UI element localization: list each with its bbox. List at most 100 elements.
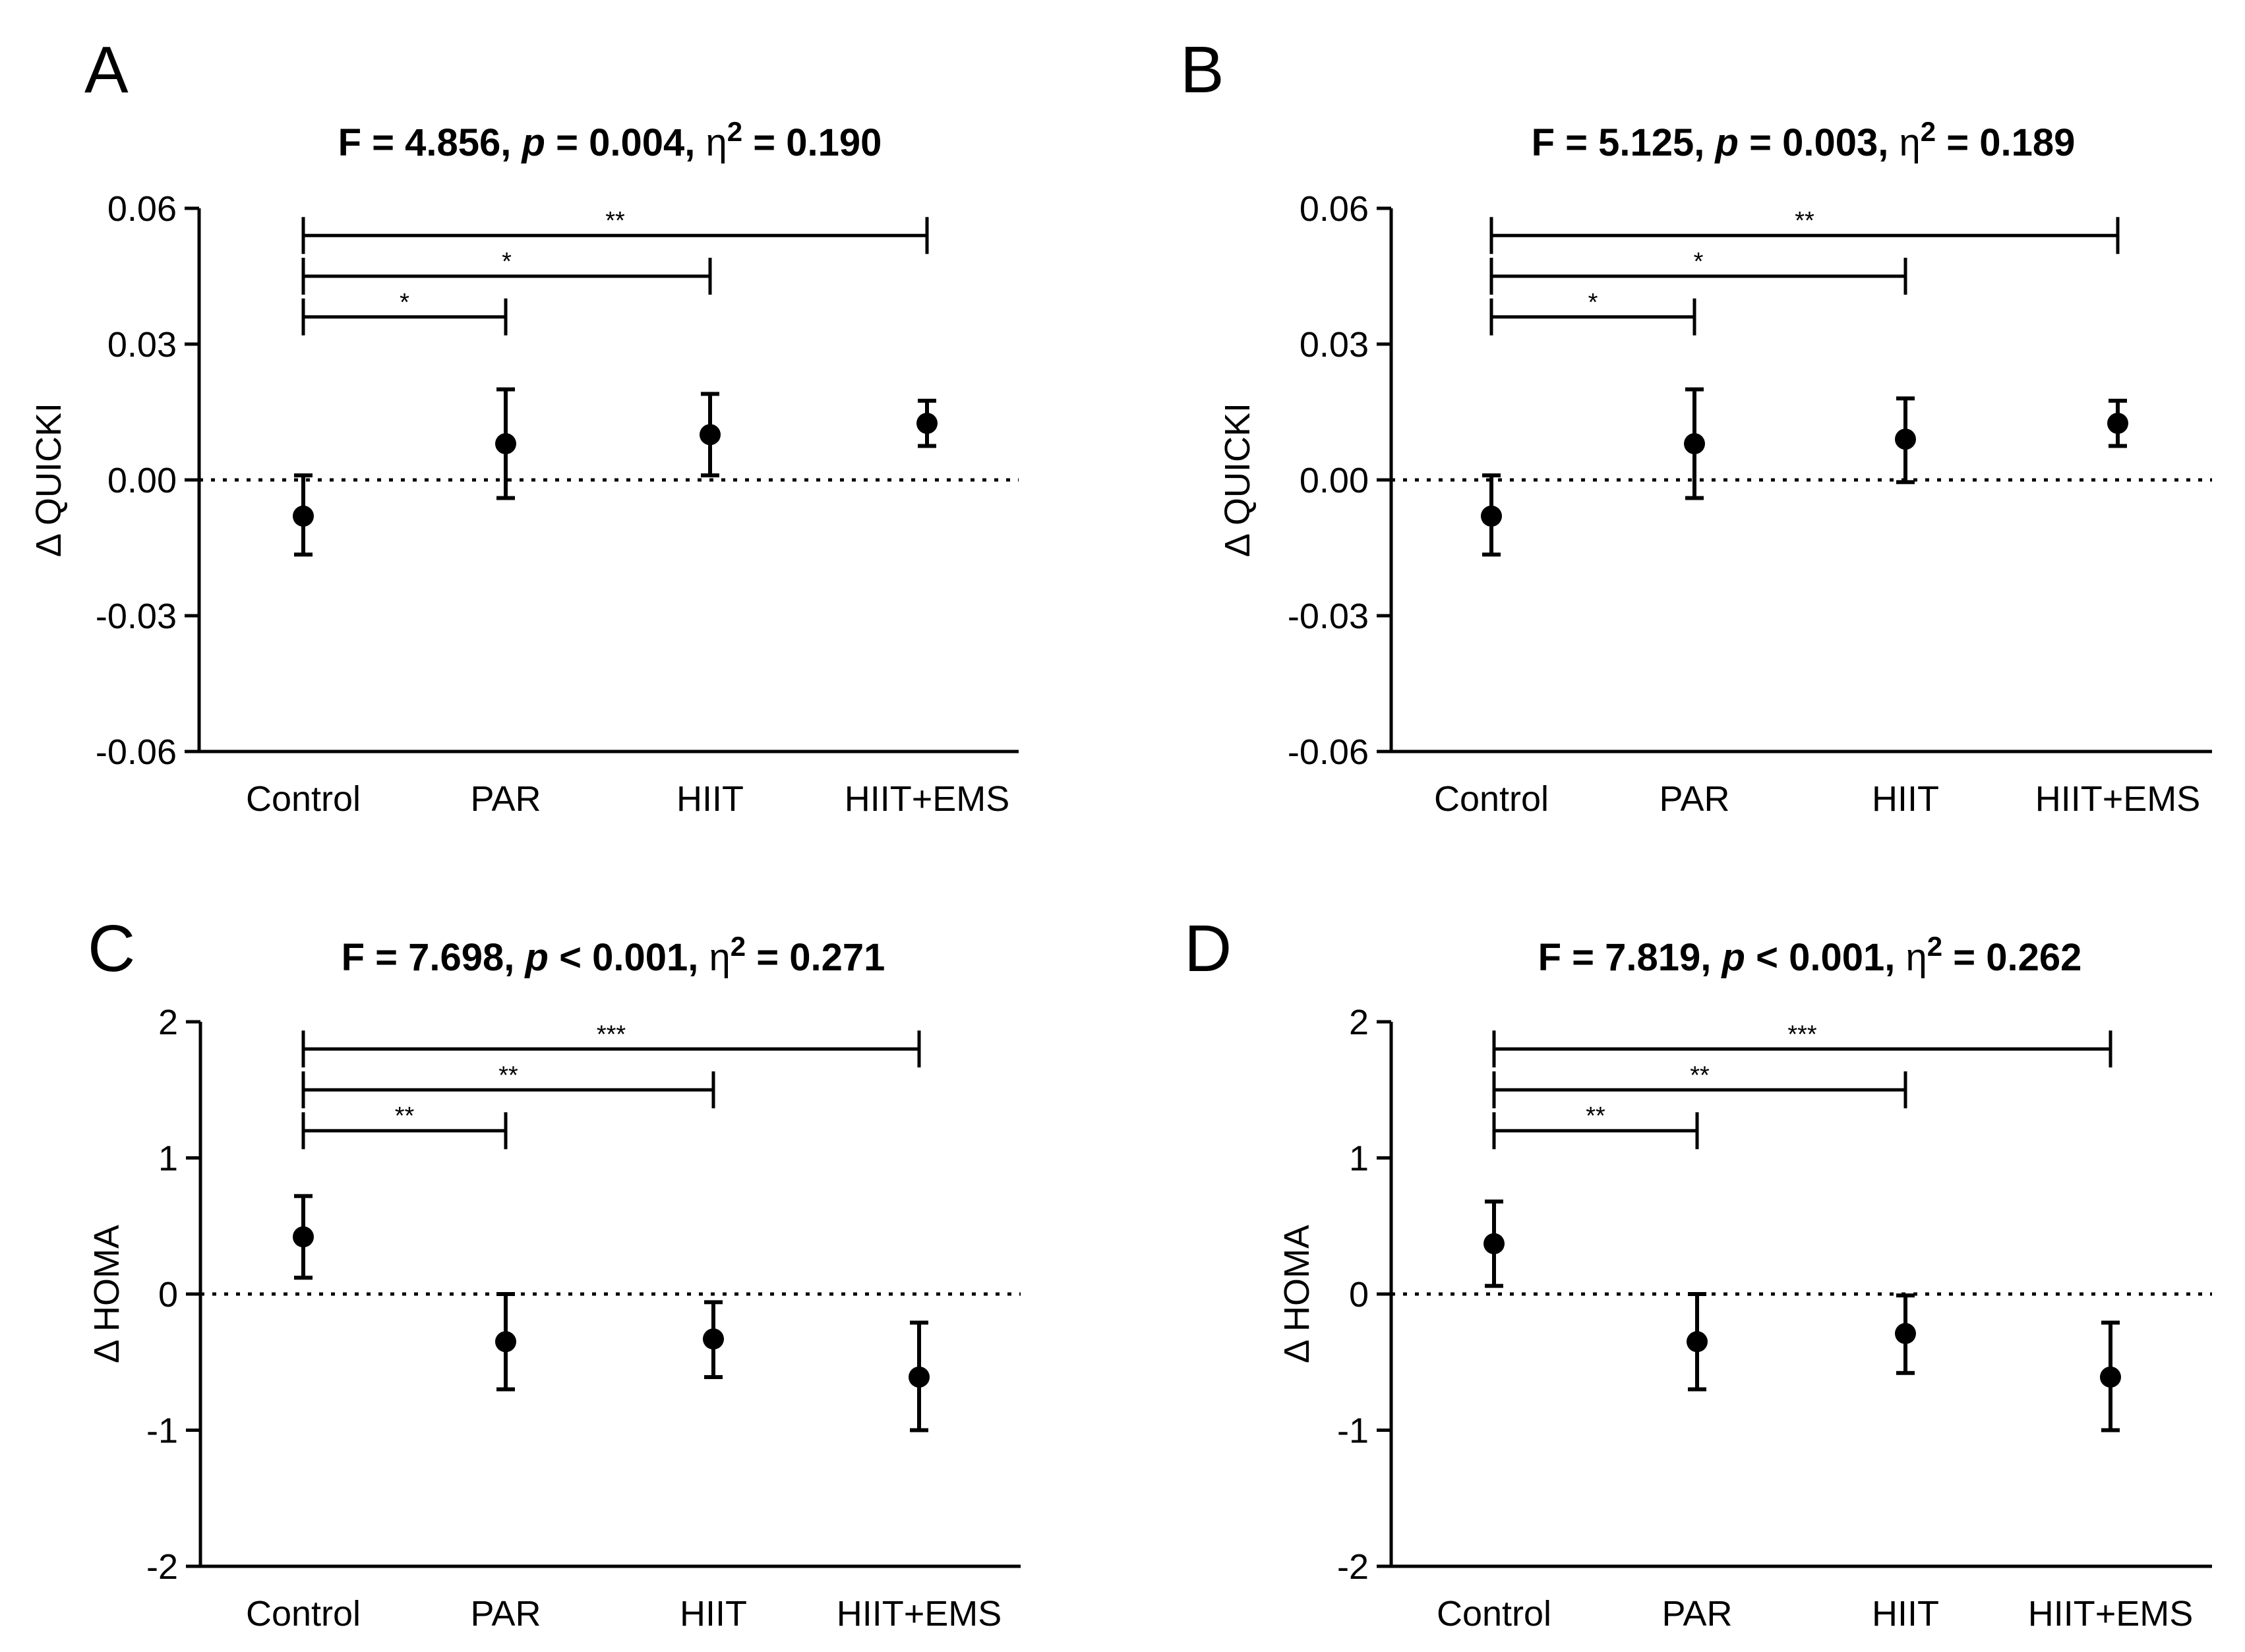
stat-eta-symbol: η [1899,121,1920,164]
panel-b: B F = 5.125, p = 0.003, η2 = 0.189 0.06 0.0… [1180,33,2212,819]
panel-letter: D [1184,912,1232,986]
stat-f-text: F = 4.856, [338,121,522,164]
stat-eta-symbol: η [709,936,730,979]
x-category-label: PAR [1659,779,1729,819]
stat-p-symbol: p [521,121,545,164]
stat-p-symbol: p [524,936,549,979]
mean-point [1684,433,1705,455]
mean-point [495,433,516,455]
y-tick-label: -0.06 [1288,732,1369,772]
y-tick-label: 0.00 [107,461,177,500]
mean-point [703,1328,724,1350]
stat-f-text: F = 5.125, [1532,121,1716,164]
stat-title: F = 7.819, p < 0.001, η2 = 0.262 [1538,931,2082,979]
significance-label: * [1694,248,1704,276]
stat-p-value: < 0.001, [1745,936,1905,979]
y-axis-title: Δ QUICKI [29,403,69,557]
stat-eta-symbol: η [1905,936,1927,979]
panel-letter: B [1180,33,1224,107]
significance-label: * [502,248,512,276]
y-tick-label: 0.03 [1300,325,1369,365]
significance-label: *** [1787,1020,1817,1048]
y-tick-label: -1 [146,1411,178,1451]
x-category-label: HIIT+EMS [2028,1594,2194,1634]
stat-eta-superscript: 2 [731,931,746,962]
x-category-label: Control [246,779,361,819]
significance-label: ** [498,1061,518,1089]
stat-eta-superscript: 2 [1921,116,1936,147]
mean-point [2107,413,2128,434]
mean-point [1483,1233,1505,1254]
x-category-label: Control [1437,1594,1551,1634]
stat-f-text: F = 7.698, [342,936,525,979]
y-axis-title: Δ HOMA [87,1225,127,1363]
mean-point [916,413,938,434]
stat-title: F = 7.698, p < 0.001, η2 = 0.271 [342,931,885,979]
y-tick-label: 0.00 [1300,461,1369,500]
y-tick-label: -0.06 [96,732,177,772]
y-tick-label: 0 [158,1275,178,1314]
stat-title: F = 5.125, p = 0.003, η2 = 0.189 [1532,116,2076,164]
y-tick-label: 1 [1349,1139,1369,1179]
x-category-label: HIIT+EMS [837,1594,1002,1634]
stat-title: F = 4.856, p = 0.004, η2 = 0.190 [338,116,882,164]
y-tick-label: -2 [146,1547,178,1587]
significance-label: ** [1795,207,1814,235]
x-category-label: PAR [470,1594,541,1634]
y-axis-title: Δ QUICKI [1218,403,1257,557]
y-tick-label: 0.03 [107,325,177,365]
x-category-label: HIIT [1872,779,1939,819]
stat-eta-value: = 0.190 [742,121,882,164]
stat-eta-symbol: η [705,121,727,164]
stat-eta-superscript: 2 [727,116,742,147]
y-tick-label: 2 [1349,1003,1369,1042]
stat-eta-superscript: 2 [1927,931,1942,962]
y-tick-label: 0 [1349,1275,1369,1314]
stat-p-symbol: p [1714,121,1739,164]
mean-point [293,1226,314,1248]
stat-eta-value: = 0.262 [1942,936,2081,979]
significance-label: ** [1690,1061,1710,1089]
y-tick-label: -0.03 [1288,597,1369,636]
stat-p-value: = 0.003, [1739,121,1899,164]
x-category-label: HIIT [676,779,744,819]
x-category-label: HIIT [680,1594,747,1634]
x-category-label: PAR [1661,1594,1732,1634]
stat-p-symbol: p [1721,936,1745,979]
x-category-label: Control [246,1594,361,1634]
mean-point [1895,1322,1916,1344]
significance-label: ** [605,207,625,235]
mean-point [1687,1331,1708,1353]
significance-label: * [1588,289,1598,316]
mean-point [700,424,721,446]
significance-label: ** [395,1102,415,1130]
x-category-label: HIIT+EMS [845,779,1010,819]
stat-eta-value: = 0.271 [746,936,885,979]
stat-p-value: < 0.001, [549,936,709,979]
y-tick-label: -2 [1337,1547,1369,1587]
mean-point [1895,428,1916,450]
x-category-label: HIIT [1872,1594,1939,1634]
stat-eta-value: = 0.189 [1936,121,2075,164]
x-category-label: Control [1434,779,1549,819]
y-tick-label: 0.06 [1300,189,1369,229]
x-category-label: PAR [470,779,541,819]
panel-letter: A [84,33,129,107]
stat-p-value: = 0.004, [545,121,705,164]
significance-label: ** [1586,1102,1605,1130]
panel-letter: C [88,912,135,986]
stat-f-text: F = 7.819, [1538,936,1722,979]
mean-point [1481,505,1502,527]
significance-label: *** [597,1020,626,1048]
y-tick-label: -0.03 [96,597,177,636]
y-tick-label: 0.06 [107,189,177,229]
mean-point [909,1366,930,1388]
mean-point [495,1331,516,1353]
mean-point [2100,1366,2121,1388]
y-tick-label: 1 [158,1139,178,1179]
significance-label: * [400,289,409,316]
x-category-label: HIIT+EMS [2035,779,2201,819]
panel-a: A F = 4.856, p = 0.004, η2 = 0.190 0.06 0.0… [29,33,1019,819]
